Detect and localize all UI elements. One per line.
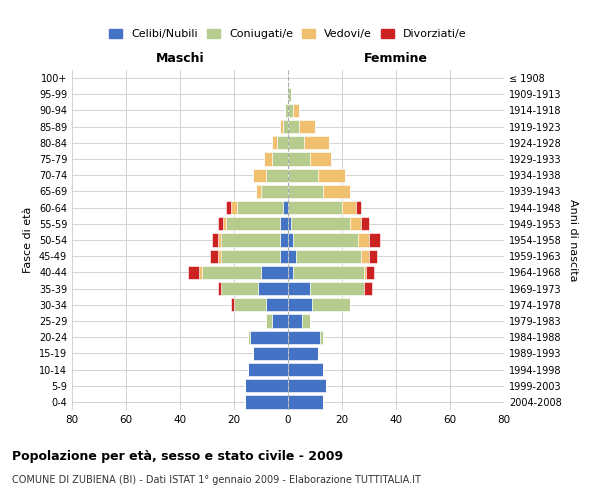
Bar [288,266,293,279]
Bar [280,234,288,246]
Bar [266,298,288,312]
Y-axis label: Fasce di età: Fasce di età [23,207,33,273]
Bar [221,250,280,263]
Bar [361,250,369,263]
Bar [223,217,226,230]
Bar [318,168,344,182]
Bar [288,346,318,360]
Bar [218,217,223,230]
Bar [288,120,299,134]
Bar [280,250,288,263]
Bar [288,217,290,230]
Bar [261,185,288,198]
Bar [266,168,288,182]
Bar [350,217,361,230]
Bar [304,136,329,149]
Bar [259,282,288,295]
Y-axis label: Anni di nascita: Anni di nascita [568,198,578,281]
Bar [248,330,250,344]
Bar [272,136,277,149]
Bar [364,266,366,279]
Bar [355,201,361,214]
Bar [250,330,288,344]
Bar [290,217,350,230]
Bar [293,266,364,279]
Bar [288,298,313,312]
Text: Maschi: Maschi [155,52,205,65]
Bar [212,234,218,246]
Bar [288,234,293,246]
Bar [323,185,350,198]
Bar [221,282,259,295]
Bar [280,217,288,230]
Bar [361,217,369,230]
Bar [253,346,288,360]
Bar [202,266,261,279]
Bar [210,250,218,263]
Bar [237,201,283,214]
Bar [288,282,310,295]
Bar [280,120,283,134]
Bar [288,201,342,214]
Bar [288,379,326,392]
Bar [266,314,272,328]
Bar [366,266,374,279]
Bar [232,298,234,312]
Bar [218,234,221,246]
Bar [310,282,364,295]
Bar [264,152,272,166]
Bar [218,282,221,295]
Bar [302,314,310,328]
Bar [369,250,377,263]
Bar [296,250,361,263]
Bar [261,266,288,279]
Bar [293,234,358,246]
Text: COMUNE DI ZUBIENA (BI) - Dati ISTAT 1° gennaio 2009 - Elaborazione TUTTITALIA.IT: COMUNE DI ZUBIENA (BI) - Dati ISTAT 1° g… [12,475,421,485]
Bar [232,201,236,214]
Bar [248,363,288,376]
Bar [245,379,288,392]
Legend: Celibi/Nubili, Coniugati/e, Vedovi/e, Divorziati/e: Celibi/Nubili, Coniugati/e, Vedovi/e, Di… [105,24,471,44]
Bar [288,314,302,328]
Bar [320,330,323,344]
Bar [283,120,288,134]
Bar [310,152,331,166]
Bar [218,250,221,263]
Bar [221,234,280,246]
Bar [256,185,261,198]
Bar [369,234,380,246]
Bar [277,136,288,149]
Bar [288,152,310,166]
Bar [226,201,232,214]
Bar [364,282,372,295]
Bar [188,266,199,279]
Bar [288,330,320,344]
Bar [299,120,315,134]
Bar [288,250,296,263]
Bar [288,168,318,182]
Bar [288,396,323,408]
Bar [358,234,369,246]
Bar [199,266,202,279]
Bar [288,185,323,198]
Bar [245,396,288,408]
Bar [272,152,288,166]
Bar [313,298,350,312]
Bar [288,88,290,101]
Bar [342,201,355,214]
Bar [293,104,299,117]
Text: Popolazione per età, sesso e stato civile - 2009: Popolazione per età, sesso e stato civil… [12,450,343,463]
Bar [288,363,323,376]
Bar [226,217,280,230]
Bar [253,168,266,182]
Bar [288,136,304,149]
Text: Femmine: Femmine [364,52,428,65]
Bar [272,314,288,328]
Bar [283,201,288,214]
Bar [288,104,293,117]
Bar [286,104,288,117]
Bar [234,298,266,312]
